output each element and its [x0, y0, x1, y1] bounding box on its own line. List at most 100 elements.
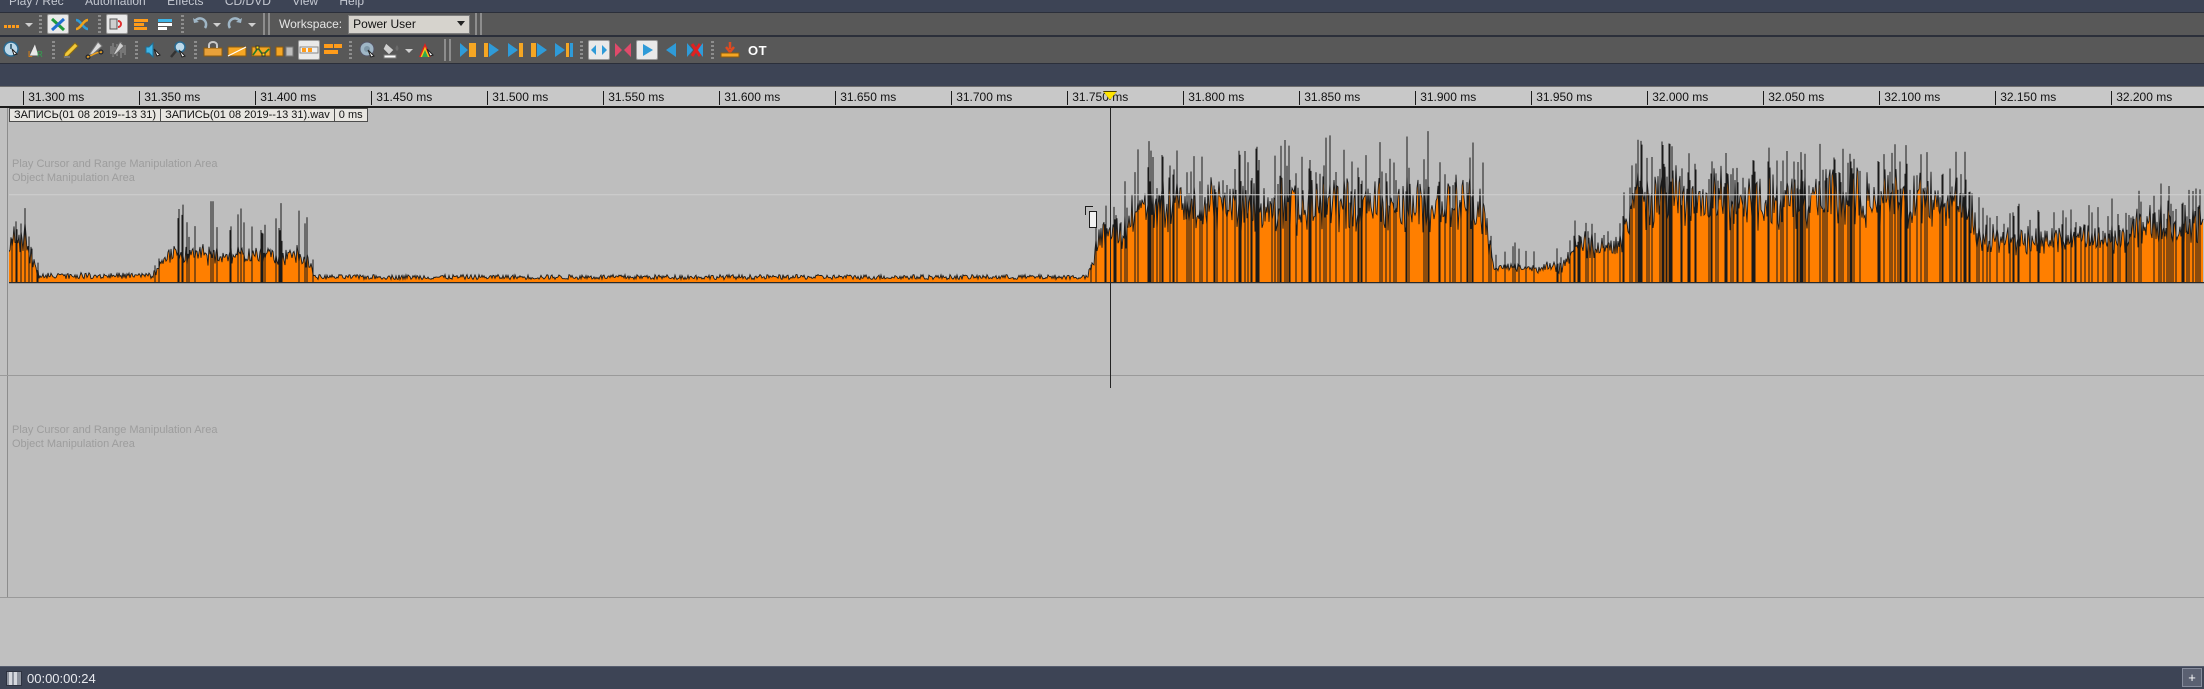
menu-item-help[interactable]: Help [339, 0, 365, 8]
ruler-tick-label: 31.500 ms [492, 90, 549, 104]
ruler-tick [1531, 91, 1533, 105]
ruler-tick [255, 91, 257, 105]
ruler-tick [1067, 91, 1069, 105]
undo-icon[interactable] [189, 14, 211, 34]
play-start-icon[interactable] [457, 40, 479, 60]
wave-select-icon[interactable] [357, 40, 379, 60]
export-down-icon[interactable] [719, 40, 741, 60]
toolbar-separator [349, 41, 352, 59]
crossfade-curve-icon[interactable] [71, 14, 93, 34]
ruler-tick-label: 32.000 ms [1652, 90, 1709, 104]
toolbar-separator [194, 41, 197, 59]
ruler-tick-label: 31.600 ms [724, 90, 781, 104]
play-end-icon[interactable] [553, 40, 575, 60]
universal-mode-icon[interactable] [1, 40, 23, 60]
ruler-tick [1995, 91, 1997, 105]
workspace-value: Power User [353, 17, 416, 31]
waveform-fill [9, 165, 2203, 283]
ruler-tick-label: 31.850 ms [1304, 90, 1361, 104]
redo-caret-icon[interactable] [247, 15, 256, 33]
ruler-tick [1879, 91, 1881, 105]
ruler-tick [603, 91, 605, 105]
play-loop-icon[interactable] [529, 40, 551, 60]
ruler-tick [951, 91, 953, 105]
redo-icon[interactable] [224, 14, 246, 34]
zoom-tool-icon[interactable] [167, 40, 189, 60]
ruler-tick [487, 91, 489, 105]
object-fade-icon[interactable] [226, 40, 248, 60]
track-1-hint-object: Object Manipulation Area [12, 172, 135, 184]
track-2-hint-cursor: Play Cursor and Range Manipulation Area [12, 424, 218, 436]
menu-item-view[interactable]: View [292, 0, 319, 8]
range-left-icon[interactable] [660, 40, 682, 60]
waveform-outline [9, 165, 2204, 282]
menu-item-automation[interactable]: Automation [85, 0, 146, 8]
ruler-tick-label: 31.450 ms [376, 90, 433, 104]
ruler-tick [835, 91, 837, 105]
menu-item-effects[interactable]: Effects [167, 0, 204, 8]
ruler-tick [1415, 91, 1417, 105]
toolbar-group-separator [444, 39, 451, 61]
toolbar-group-separator [263, 13, 270, 35]
timeline-ruler[interactable]: 31.300 ms 31.350 ms 31.400 ms 31.450 ms 31.5… [0, 86, 2204, 108]
ruler-tick [1299, 91, 1301, 105]
volume-tool-icon[interactable] [143, 40, 165, 60]
menu-item-play-rec[interactable]: Play / Rec [9, 0, 64, 8]
timecode-icon [6, 670, 22, 686]
play-range-icon[interactable] [636, 40, 658, 60]
track-area: ЗАПИСЬ(01 08 2019--13 31) ЗАПИСЬ(01 08 2… [0, 108, 2204, 666]
spectrum-view-icon[interactable] [416, 40, 438, 60]
snap-dropdown-caret-icon[interactable] [24, 15, 33, 33]
track-2-left-edge [0, 376, 8, 597]
undo-caret-icon[interactable] [212, 15, 221, 33]
resize-grip-icon[interactable]: + [2182, 668, 2202, 687]
ruler-tick [23, 91, 25, 105]
ruler-tick-label: 32.200 ms [2116, 90, 2173, 104]
play-cursor-line[interactable] [1110, 108, 1111, 388]
object-grid-icon[interactable] [322, 40, 344, 60]
ruler-tick [1763, 91, 1765, 105]
play-from-icon[interactable] [505, 40, 527, 60]
ruler-tick-label: 31.800 ms [1188, 90, 1245, 104]
toolbar-primary: Workspace: Power User [0, 12, 2204, 36]
ruler-tick [2111, 91, 2113, 105]
pencil-draw-icon[interactable] [60, 40, 82, 60]
ruler-tick-label: 31.550 ms [608, 90, 665, 104]
fill-caret-icon[interactable] [404, 41, 413, 59]
lock-object-icon[interactable] [202, 40, 224, 60]
workspace-select[interactable]: Power User [348, 14, 471, 34]
clip-header-track-1[interactable]: ЗАПИСЬ(01 08 2019--13 31) ЗАПИСЬ(01 08 2… [9, 108, 368, 122]
align-objects-icon[interactable] [130, 14, 152, 34]
delete-range-icon[interactable] [684, 40, 706, 60]
waveform-track-1[interactable] [9, 122, 2204, 375]
envelope-icon[interactable] [250, 40, 272, 60]
spectral-edit-icon[interactable] [108, 40, 130, 60]
crossfade-x-icon[interactable] [47, 14, 69, 34]
track-2[interactable]: Play Cursor and Range Manipulation Area … [0, 376, 2204, 598]
fill-color-icon[interactable] [381, 40, 403, 60]
curve-edit-icon[interactable] [84, 40, 106, 60]
toolbar-separator [181, 15, 184, 33]
ruler-tick-label: 31.750 ms [1072, 90, 1129, 104]
play-position-marker[interactable] [1103, 91, 1117, 100]
drag-handle-box [1089, 211, 1097, 228]
menu-bar: Play / Rec Automation Effects CD/DVD Vie… [0, 0, 2204, 12]
range-center-icon[interactable] [612, 40, 634, 60]
object-group-icon[interactable] [298, 40, 320, 60]
ruler-tick-label: 31.900 ms [1420, 90, 1477, 104]
range-both-icon[interactable] [588, 40, 610, 60]
magnet-snap-icon[interactable] [106, 14, 128, 34]
ruler-tick [1183, 91, 1185, 105]
track-1-left-edge [0, 108, 8, 375]
waveform-peaks [11, 131, 2201, 283]
track-1[interactable]: ЗАПИСЬ(01 08 2019--13 31) ЗАПИСЬ(01 08 2… [0, 108, 2204, 376]
object-split-icon[interactable] [274, 40, 296, 60]
align-top-icon[interactable] [154, 14, 176, 34]
play-to-icon[interactable] [481, 40, 503, 60]
ruler-tick [719, 91, 721, 105]
toolbar-separator [711, 41, 714, 59]
cursor-drag-handle-icon[interactable] [1085, 206, 1099, 228]
snap-grid-dropdown-icon[interactable] [1, 14, 23, 34]
menu-item-cd-dvd[interactable]: CD/DVD [224, 0, 271, 8]
